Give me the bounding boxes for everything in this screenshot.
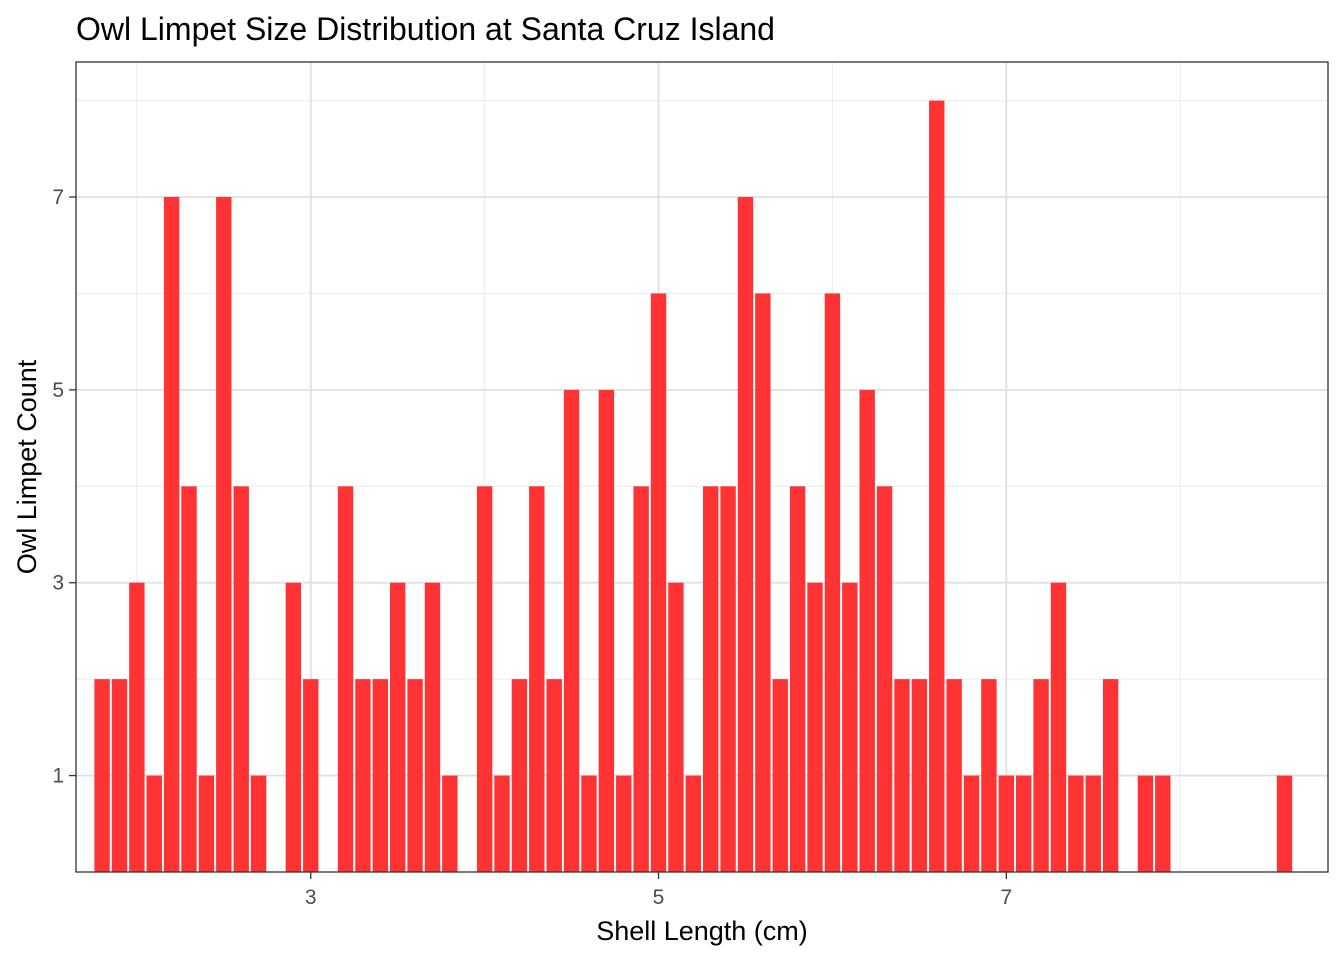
y-tick-label: 5	[52, 379, 64, 402]
histogram-bar	[372, 679, 388, 872]
histogram-bar	[546, 679, 562, 872]
histogram-bar	[442, 775, 458, 872]
histogram-bar	[1033, 679, 1049, 872]
bars	[94, 100, 1293, 872]
histogram-bar	[1050, 582, 1067, 872]
histogram-bar	[703, 486, 719, 872]
histogram-bar	[111, 679, 128, 872]
histogram-bar	[494, 775, 510, 872]
histogram-bar	[929, 100, 945, 872]
histogram-bar	[407, 679, 423, 872]
histogram-bar	[1276, 775, 1293, 872]
histogram-bar	[1137, 775, 1154, 872]
histogram-bar	[859, 389, 875, 872]
histogram-bar	[129, 582, 145, 872]
histogram-bar	[285, 582, 302, 872]
histogram-bar	[146, 775, 162, 872]
histogram-bar	[616, 775, 632, 872]
histogram-bar	[720, 486, 736, 872]
histogram-bar	[355, 679, 371, 872]
histogram-bar	[181, 486, 197, 872]
histogram-bar	[633, 486, 649, 872]
histogram-bar	[250, 775, 267, 872]
x-tick-label: 7	[1000, 886, 1012, 909]
histogram-bar	[772, 679, 788, 872]
histogram-bar	[198, 775, 215, 872]
histogram-bar	[807, 582, 823, 872]
histogram-bar	[529, 486, 545, 872]
histogram-bar	[216, 197, 232, 872]
histogram-bar	[894, 679, 910, 872]
histogram-bar	[94, 679, 110, 872]
histogram-bar	[998, 775, 1014, 872]
histogram-bar	[911, 679, 928, 872]
grid-lines	[76, 62, 1328, 873]
histogram-bar	[581, 775, 597, 872]
y-axis-label: Owl Limpet Count	[12, 359, 42, 574]
histogram-bar	[390, 582, 406, 872]
histogram-bar	[824, 293, 841, 872]
histogram-bar	[1085, 775, 1101, 872]
histogram-bar	[1068, 775, 1084, 872]
histogram-bar	[424, 582, 441, 872]
histogram-bar	[789, 486, 806, 872]
x-axis-label: Shell Length (cm)	[596, 916, 808, 946]
histogram-bar	[1155, 775, 1171, 872]
y-tick-label: 3	[52, 572, 64, 595]
histogram-bar	[963, 775, 980, 872]
histogram-bar	[1016, 775, 1032, 872]
histogram-bar	[650, 293, 667, 872]
y-tick-label: 1	[52, 765, 64, 788]
histogram-bar	[668, 582, 684, 872]
x-tick-label: 3	[305, 886, 317, 909]
histogram-bar	[755, 293, 771, 872]
histogram-bar	[598, 389, 615, 872]
histogram-bar	[337, 486, 354, 872]
histogram-bar	[303, 679, 319, 872]
histogram-bar	[842, 582, 858, 872]
histogram-bar	[563, 389, 580, 872]
histogram-bar	[511, 679, 528, 872]
histogram-bar	[476, 486, 493, 872]
x-tick-label: 5	[653, 886, 665, 909]
chart-title: Owl Limpet Size Distribution at Santa Cr…	[76, 11, 775, 47]
histogram-bar	[1102, 679, 1119, 872]
histogram-bar	[876, 486, 893, 872]
histogram-bar	[685, 775, 701, 872]
histogram-bar	[233, 486, 249, 872]
histogram-bar	[981, 679, 997, 872]
histogram-bar	[946, 679, 962, 872]
y-tick-label: 7	[52, 186, 64, 209]
histogram-bar	[737, 197, 754, 872]
plot-panel-border	[75, 61, 1329, 873]
histogram-bar	[163, 197, 180, 872]
axis-ticks: 3 5 7 1 3 5 7	[52, 186, 1012, 909]
